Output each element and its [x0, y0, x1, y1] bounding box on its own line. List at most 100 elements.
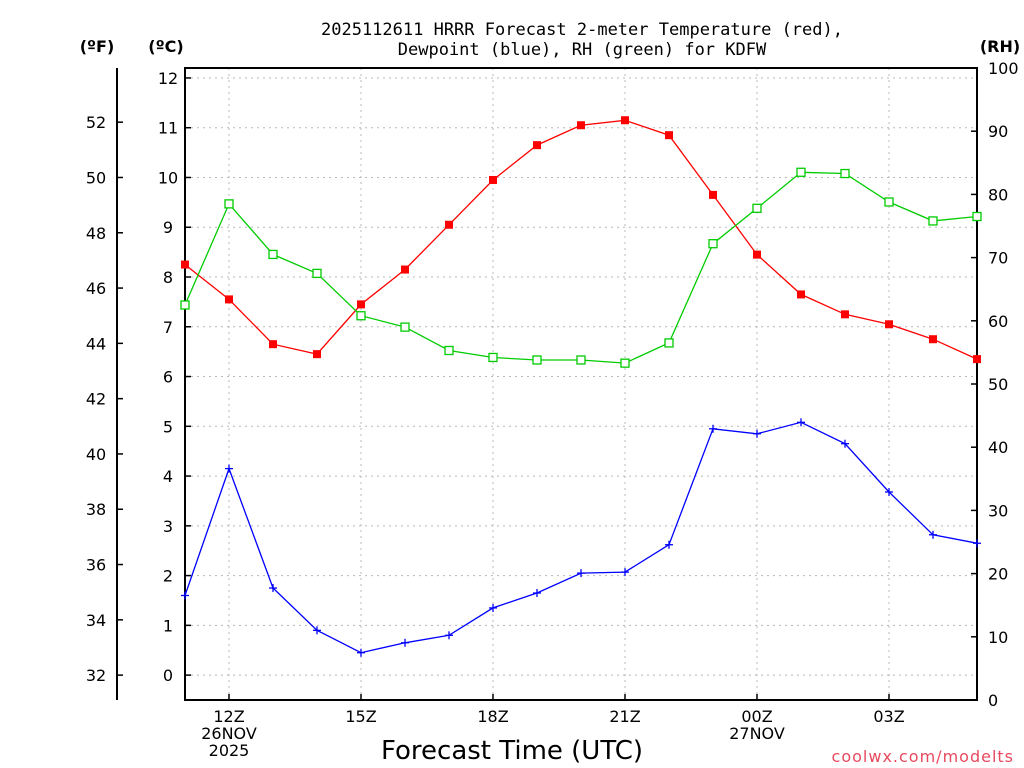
celsius-tick-label: 7 — [163, 318, 173, 337]
dewpoint-point — [401, 638, 409, 647]
temperature-point — [797, 290, 805, 299]
rh-tick-label: 50 — [988, 375, 1008, 394]
celsius-tick-label: 1 — [163, 616, 173, 635]
temperature-point — [401, 265, 409, 274]
series-layer — [180, 116, 982, 657]
temperature-point — [357, 300, 365, 309]
x-tick-label: 21Z — [609, 707, 640, 726]
celsius-tick-label: 3 — [163, 517, 173, 536]
dewpoint-point — [269, 584, 277, 593]
temperature-point — [929, 335, 937, 344]
chart-title-line-1: 2025112611 HRRR Forecast 2-meter Tempera… — [321, 20, 843, 40]
celsius-tick-label: 2 — [163, 567, 173, 586]
dewpoint-point — [797, 418, 805, 427]
rh-tick-label: 80 — [988, 185, 1008, 204]
temperature-point — [577, 121, 585, 130]
x-axis-label: Forecast Time (UTC) — [381, 736, 643, 766]
x-tick-label: 03Z — [873, 707, 904, 726]
temperature-point — [885, 320, 893, 329]
x-tick-label: 27NOV — [729, 724, 785, 743]
plot-frame — [184, 67, 978, 701]
celsius-tick-label: 8 — [163, 268, 173, 287]
celsius-axis-label: (ºC) — [148, 37, 183, 56]
rh-point — [664, 338, 674, 348]
chart-title-line-2: Dewpoint (blue), RH (green) for KDFW — [398, 40, 767, 60]
rh-tick-label: 0 — [988, 691, 998, 710]
fahrenheit-tick-label: 34 — [86, 611, 106, 630]
rh-point — [180, 300, 190, 310]
rh-tick-label: 30 — [988, 501, 1008, 520]
temperature-point — [665, 131, 673, 140]
temperature-point — [225, 295, 233, 304]
x-tick-label: 00Z — [741, 707, 772, 726]
dewpoint-point — [225, 464, 233, 473]
x-tick-label: 18Z — [477, 707, 508, 726]
rh-point — [708, 239, 718, 249]
celsius-tick-label: 10 — [158, 168, 178, 187]
fahrenheit-tick-label: 48 — [86, 224, 106, 243]
rh-axis-label: (RH) — [980, 37, 1020, 56]
watermark: coolwx.com/modelts — [832, 747, 1014, 766]
fahrenheit-tick-label: 36 — [86, 556, 106, 575]
x-tick-label: 12Z — [213, 707, 244, 726]
rh-point — [972, 211, 982, 222]
rh-point — [400, 322, 410, 332]
dewpoint-point — [357, 648, 365, 657]
dewpoint-point — [885, 487, 893, 496]
dewpoint-point — [709, 424, 717, 433]
rh-point — [444, 345, 454, 356]
rh-point — [532, 355, 542, 365]
celsius-tick-label: 6 — [163, 368, 173, 387]
temperature-point — [489, 175, 497, 184]
fahrenheit-tick-label: 32 — [86, 666, 106, 685]
rh-tick-label: 40 — [988, 438, 1008, 457]
rh-tick-label: 60 — [988, 312, 1008, 331]
rh-line — [184, 171, 978, 364]
rh-tick-label: 20 — [988, 565, 1008, 584]
fahrenheit-tick-label: 40 — [86, 445, 106, 464]
fahrenheit-tick-label: 46 — [86, 279, 106, 298]
rh-point — [488, 352, 498, 363]
temperature-point — [973, 355, 981, 364]
temperature-point — [533, 141, 541, 150]
rh-point — [840, 168, 850, 179]
dewpoint-point — [841, 439, 849, 448]
dewpoint-point — [181, 591, 189, 600]
fahrenheit-tick-label: 38 — [86, 500, 106, 519]
fahrenheit-axis-label: (ºF) — [80, 37, 115, 56]
temperature-point — [313, 350, 321, 359]
x-tick-label: 15Z — [345, 707, 376, 726]
rh-point — [576, 355, 586, 365]
celsius-tick-label: 0 — [163, 666, 173, 685]
temperature-point — [621, 116, 629, 125]
temperature-point — [269, 340, 277, 349]
grid-lines — [185, 68, 977, 700]
rh-tick-label: 100 — [988, 59, 1019, 78]
rh-ticks: 0 10 20 30 40 50 60 70 80 90 100 — [971, 59, 1019, 710]
fahrenheit-tick-label: 44 — [86, 334, 106, 353]
rh-tick-label: 70 — [988, 249, 1008, 268]
rh-point — [620, 358, 630, 368]
fahrenheit-tick-label: 42 — [86, 390, 106, 409]
rh-point — [356, 311, 366, 321]
celsius-tick-label: 9 — [163, 218, 173, 237]
dewpoint-point — [621, 568, 629, 577]
dewpoint-point — [973, 539, 981, 548]
dewpoint-point — [665, 540, 673, 549]
celsius-tick-label: 4 — [163, 467, 173, 486]
temperature-point — [181, 260, 189, 269]
dewpoint-point — [445, 631, 453, 640]
temperature-point — [841, 310, 849, 319]
x-tick-label: 26NOV — [201, 724, 257, 743]
fahrenheit-ticks: 32 34 36 38 40 42 44 46 48 50 52 — [86, 113, 123, 685]
temperature-line — [184, 119, 978, 360]
dewpoint-point — [313, 626, 321, 635]
rh-point — [224, 199, 234, 209]
dewpoint-point — [533, 589, 541, 598]
rh-point — [268, 249, 278, 260]
rh-point — [752, 203, 762, 213]
fahrenheit-tick-label: 52 — [86, 113, 106, 132]
